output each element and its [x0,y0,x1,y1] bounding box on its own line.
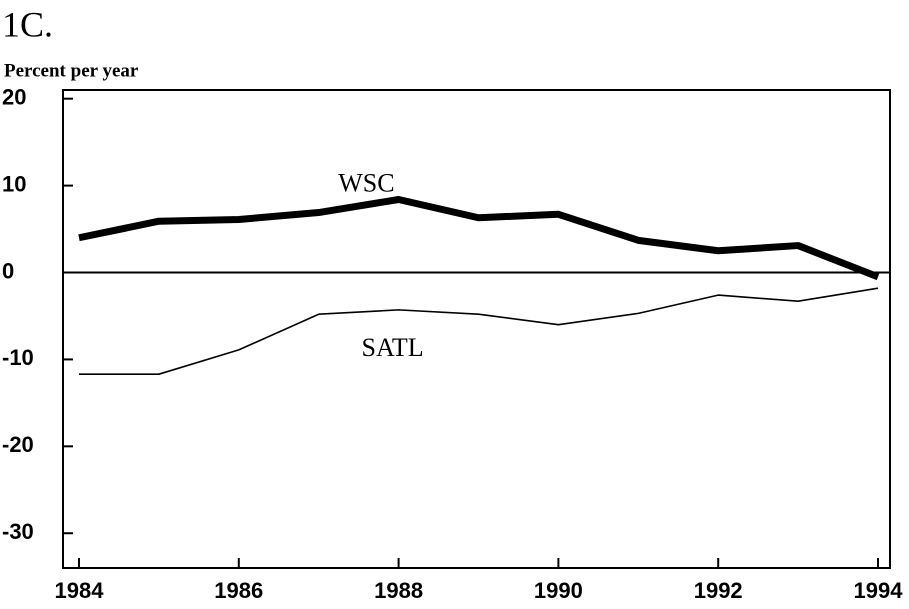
series-line [78,287,879,375]
y-tick-label: 20 [2,85,26,110]
x-tick-label: 1994 [854,578,904,603]
x-tick-label: 1986 [214,578,263,603]
x-tick-label: 1984 [55,578,105,603]
y-tick-label: -20 [2,432,34,457]
plot-frame [62,89,891,569]
chart-title: 1C. [2,4,53,44]
y-tick-label: -10 [2,345,34,370]
x-tick-label: 1988 [374,578,423,603]
y-tick-label: -30 [2,519,34,544]
series-line [78,196,880,281]
x-tick-label: 1992 [694,578,743,603]
x-tick-label: 1990 [534,578,583,603]
series-label: WSC [338,168,394,197]
series-label: SATL [362,333,424,362]
y-tick-label: 0 [2,258,14,283]
y-tick-label: 10 [2,171,26,196]
y-axis-label: Percent per year [4,60,139,81]
